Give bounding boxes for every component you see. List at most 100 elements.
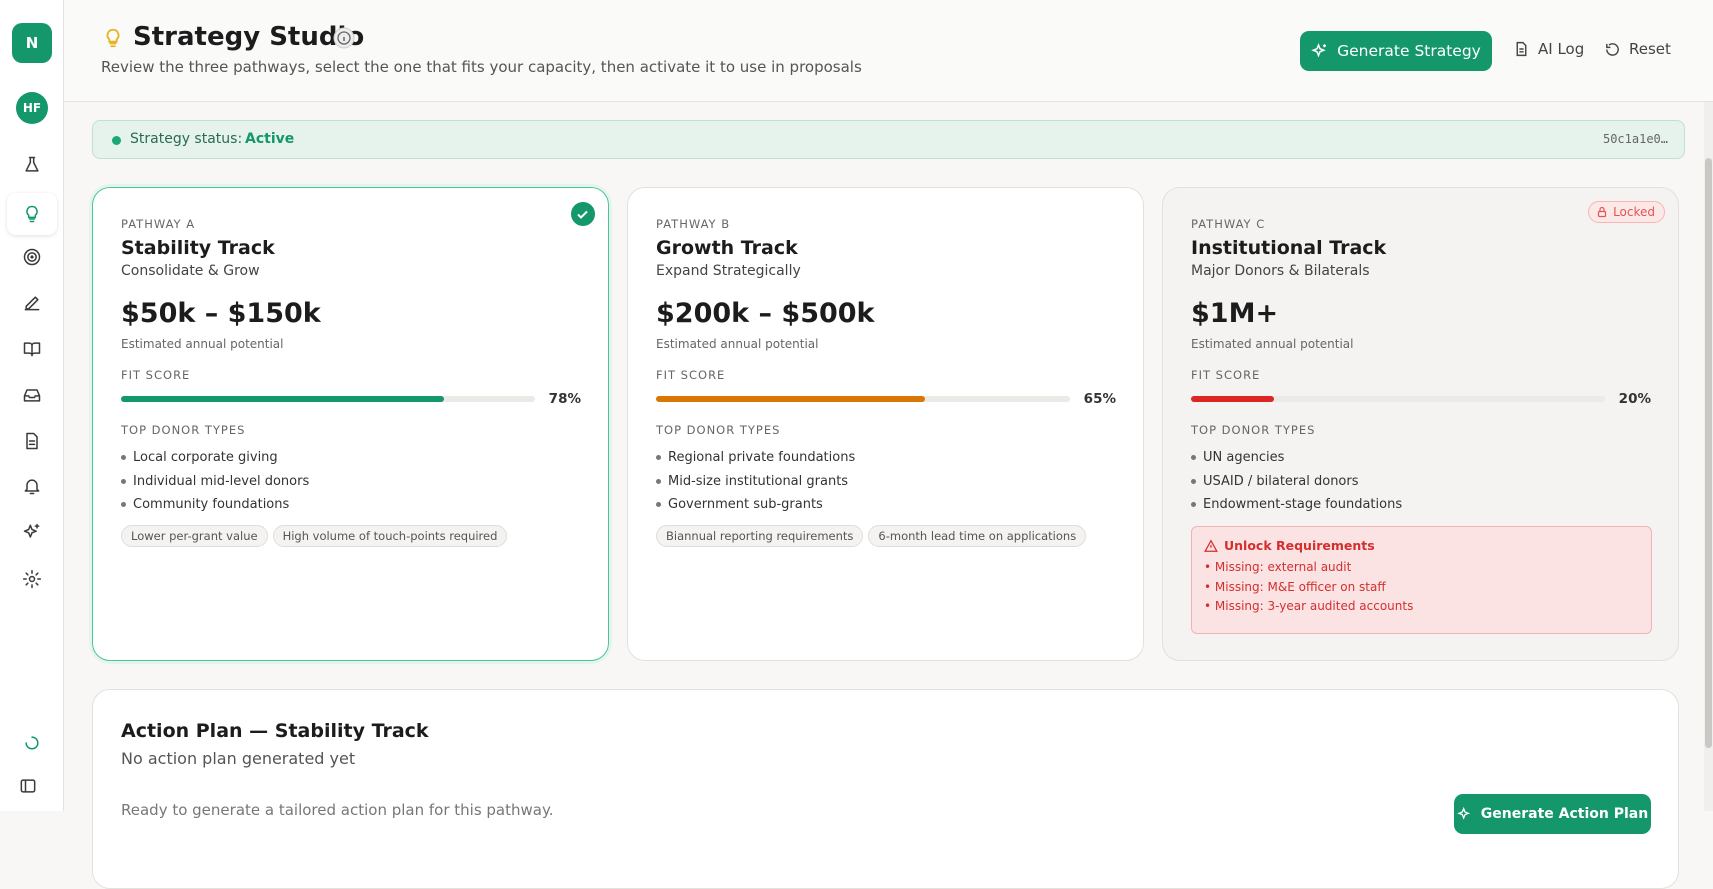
pathway-label: PATHWAY C xyxy=(1191,217,1266,231)
range-caption: Estimated annual potential xyxy=(1191,337,1354,351)
avatar[interactable]: HF xyxy=(16,92,48,124)
generate-action-plan-button[interactable]: Generate Action Plan xyxy=(1454,794,1651,834)
bullet xyxy=(656,455,661,461)
range-caption: Estimated annual potential xyxy=(656,337,819,351)
button-label: AI Log xyxy=(1538,40,1585,58)
pathway-label: PATHWAY B xyxy=(656,217,731,231)
donor-text: Local corporate giving xyxy=(133,450,278,466)
fit-track xyxy=(656,396,1070,402)
fit-bar xyxy=(1191,396,1274,402)
donor-item: Government sub-grants xyxy=(656,493,855,517)
page-subtitle: Review the three pathways, select the on… xyxy=(101,58,862,76)
fit-bar xyxy=(656,396,926,402)
bullet xyxy=(1191,455,1196,461)
tag-list: Lower per-grant value High volume of touc… xyxy=(121,525,512,547)
pathway-label: PATHWAY A xyxy=(121,217,196,231)
pathway-name: Growth Track xyxy=(656,237,798,259)
range-caption: Estimated annual potential xyxy=(121,337,284,351)
locked-badge: Locked xyxy=(1588,201,1665,223)
fit-score: 20% xyxy=(1618,391,1651,407)
bullet xyxy=(121,478,126,484)
bullet xyxy=(121,455,126,461)
strategy-id: 50c1a1e0… xyxy=(1602,132,1668,146)
donor-label: TOP DONOR TYPES xyxy=(1191,423,1316,437)
fit-track xyxy=(121,396,535,402)
donor-item: USAID / bilateral donors xyxy=(1191,470,1402,494)
scroll-thumb[interactable] xyxy=(1705,158,1712,748)
logo[interactable]: N xyxy=(12,23,52,63)
donor-list: Regional private foundations Mid-size ins… xyxy=(656,446,855,517)
donor-item: Mid-size institutional grants xyxy=(656,470,855,494)
status-dot xyxy=(112,136,121,145)
nav-inbox[interactable] xyxy=(14,377,50,413)
nav-library[interactable] xyxy=(14,331,50,367)
info-icon[interactable] xyxy=(333,27,355,49)
reset-button[interactable]: Reset xyxy=(1604,40,1671,58)
fit-score: 65% xyxy=(1083,391,1116,407)
nav-lab[interactable] xyxy=(14,147,50,183)
action-plan-text: Ready to generate a tailored action plan… xyxy=(121,801,554,819)
donor-label: TOP DONOR TYPES xyxy=(121,423,246,437)
page-title: Strategy Studio xyxy=(133,22,365,52)
pathway-tagline: Expand Strategically xyxy=(656,263,801,279)
nav-settings[interactable] xyxy=(14,561,50,597)
nav-docs[interactable] xyxy=(14,423,50,459)
donor-list: Local corporate giving Individual mid-lev… xyxy=(121,446,309,517)
donor-text: Individual mid-level donors xyxy=(133,473,310,489)
donor-text: Government sub-grants xyxy=(668,497,823,513)
donor-text: USAID / bilateral donors xyxy=(1203,473,1359,489)
unlock-item: • Missing: 3-year audited accounts xyxy=(1204,599,1414,613)
collapse[interactable] xyxy=(10,768,46,804)
donor-item: UN agencies xyxy=(1191,446,1402,470)
fit-track xyxy=(1191,396,1605,402)
nav-write[interactable] xyxy=(14,285,50,321)
button-label: Generate Strategy xyxy=(1337,42,1481,60)
tag: Biannual reporting requirements xyxy=(656,525,864,547)
nav-target[interactable] xyxy=(14,239,50,275)
bullet xyxy=(1191,478,1196,484)
donor-item: Individual mid-level donors xyxy=(121,470,309,494)
pathway-card[interactable]: PATHWAY C Institutional Track Major Donors… xyxy=(1162,187,1679,661)
nav-ai[interactable] xyxy=(14,514,50,550)
donor-text: Regional private foundations xyxy=(668,450,856,466)
donor-text: Mid-size institutional grants xyxy=(668,473,849,489)
nav-alerts[interactable] xyxy=(14,468,50,504)
nav-strategy[interactable] xyxy=(7,193,57,235)
pathway-range: $200k – $500k xyxy=(656,298,875,329)
pathway-card[interactable]: PATHWAY A Stability Track Consolidate & Gr… xyxy=(92,187,609,661)
donor-text: Endowment-stage foundations xyxy=(1203,497,1403,513)
generate-strategy-button[interactable]: Generate Strategy xyxy=(1300,31,1492,71)
tag-list: Biannual reporting requirements 6-month l… xyxy=(656,525,1091,547)
action-plan-card: Action Plan — Stability Track No action … xyxy=(92,689,1679,889)
fit-bar xyxy=(121,396,444,402)
tag: High volume of touch-points required xyxy=(272,525,508,547)
unlock-title-text: Unlock Requirements xyxy=(1224,538,1375,553)
pathway-name: Institutional Track xyxy=(1191,237,1387,259)
fit-label: FIT SCORE xyxy=(656,368,726,382)
pathway-card[interactable]: PATHWAY B Growth Track Expand Strategicall… xyxy=(627,187,1144,661)
sidebar: N HF xyxy=(0,0,64,811)
bullet xyxy=(656,502,661,508)
donor-list: UN agencies USAID / bilateral donors Endow… xyxy=(1191,446,1402,517)
donor-item: Local corporate giving xyxy=(121,446,309,470)
pathway-range: $1M+ xyxy=(1191,298,1279,329)
tag: 6-month lead time on applications xyxy=(868,525,1087,547)
pathway-tagline: Major Donors & Bilaterals xyxy=(1191,263,1370,279)
scrollbar xyxy=(1704,102,1713,811)
button-label: Generate Action Plan xyxy=(1480,806,1649,822)
fit-label: FIT SCORE xyxy=(121,368,191,382)
badge-text: Locked xyxy=(1613,205,1655,219)
pathway-range: $50k – $150k xyxy=(121,298,321,329)
donor-text: Community foundations xyxy=(133,497,290,513)
pathway-tagline: Consolidate & Grow xyxy=(121,263,260,279)
donor-item: Regional private foundations xyxy=(656,446,855,470)
bulb-icon xyxy=(106,28,120,48)
unlock-title: Unlock Requirements xyxy=(1204,538,1639,553)
unlock-box: Unlock Requirements • Missing: external a… xyxy=(1191,526,1652,634)
ai-log-button[interactable]: AI Log xyxy=(1513,40,1584,58)
button-label: Reset xyxy=(1629,40,1671,58)
selected-check xyxy=(571,202,595,226)
donor-item: Endowment-stage foundations xyxy=(1191,493,1402,517)
unlock-item: • Missing: M&E officer on staff xyxy=(1204,579,1386,594)
